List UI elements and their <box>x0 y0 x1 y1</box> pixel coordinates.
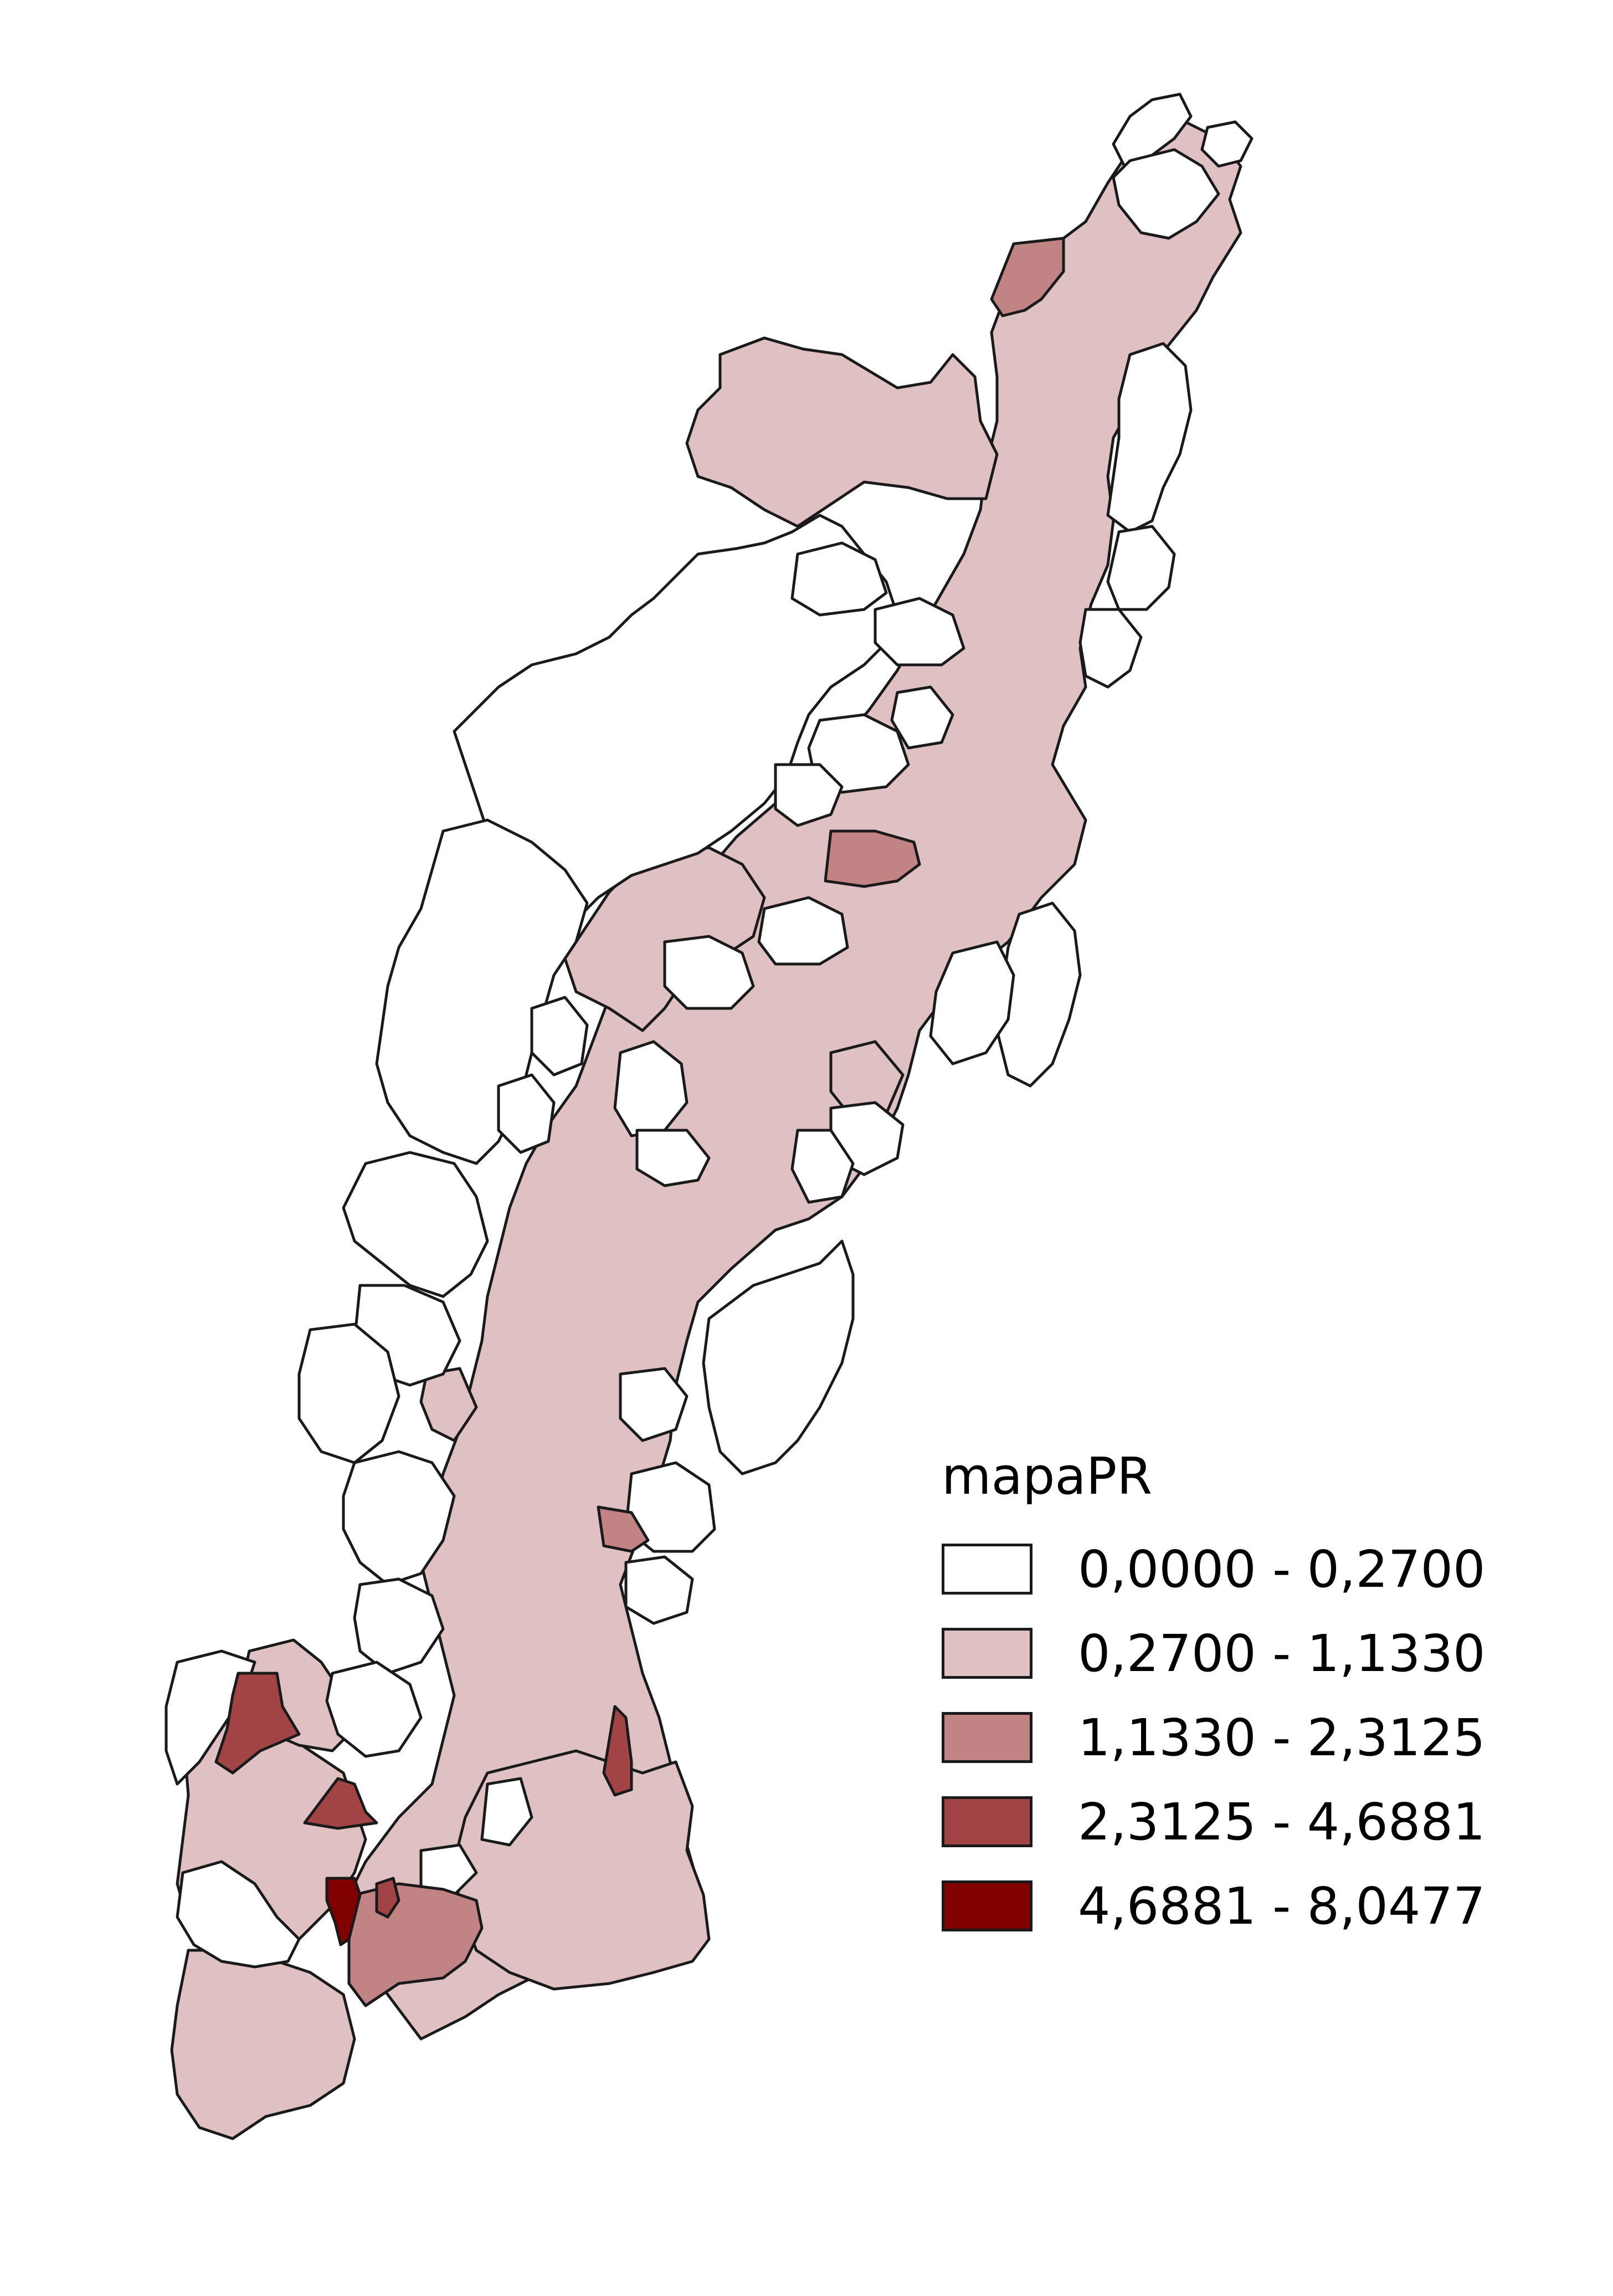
map-class-4 <box>214 1672 633 1919</box>
legend-swatch <box>942 1880 1032 1931</box>
legend-label: 2,3125 - 4,6881 <box>1078 1792 1486 1852</box>
map-region <box>353 1577 445 1675</box>
map-region <box>702 1239 855 1475</box>
map-region <box>165 1649 256 1786</box>
map-region <box>419 1367 478 1442</box>
map-region <box>890 685 954 750</box>
legend-label: 4,6881 - 8,0477 <box>1078 1876 1486 1936</box>
legend-label: 1,1330 - 2,3125 <box>1078 1708 1486 1767</box>
map-region <box>342 1151 489 1298</box>
map-region <box>824 829 921 888</box>
map-region <box>1200 120 1254 168</box>
map-region <box>325 1877 362 1946</box>
legend-item: 0,2700 - 1,1330 <box>942 1611 1551 1695</box>
map-region <box>375 1877 400 1919</box>
legend-item: 2,3125 - 4,6881 <box>942 1780 1551 1864</box>
legend-item: 4,6881 - 8,0477 <box>942 1864 1551 1948</box>
legend-title: mapaPR <box>942 1447 1153 1506</box>
map-region <box>170 1949 356 2140</box>
map-region <box>597 1505 650 1553</box>
map-region <box>375 818 589 1165</box>
map-region <box>1078 608 1143 689</box>
map-region <box>530 996 589 1077</box>
legend-label: 0,0000 - 0,2700 <box>1078 1539 1486 1599</box>
map-region <box>1112 148 1220 240</box>
map-region <box>663 935 755 1010</box>
map-region <box>1112 93 1193 168</box>
map-region <box>685 336 999 528</box>
map-region <box>774 763 844 827</box>
map-region <box>790 1129 855 1204</box>
legend-item: 1,1330 - 2,3125 <box>942 1695 1551 1780</box>
map-region <box>635 1129 711 1187</box>
legend-swatch <box>942 1628 1032 1679</box>
map-region <box>619 1367 689 1442</box>
legend-swatch <box>942 1796 1032 1847</box>
map-class-1 <box>165 93 1254 1969</box>
map-region <box>303 1777 378 1830</box>
map-region <box>176 1860 301 1969</box>
map-region <box>990 237 1065 317</box>
map-region <box>325 1660 423 1758</box>
map-region <box>1106 342 1193 534</box>
map-region <box>929 940 1015 1065</box>
map-region <box>297 1323 400 1464</box>
map-region <box>214 1672 301 1775</box>
map-class-3 <box>347 237 1065 2007</box>
legend-item: 0,0000 - 0,2700 <box>942 1527 1551 1611</box>
legend-swatch <box>942 1544 1032 1595</box>
map-region <box>1106 525 1176 611</box>
map-region <box>624 1555 694 1625</box>
legend-swatch <box>942 1712 1032 1763</box>
map-region <box>497 1073 556 1154</box>
map-region <box>807 713 910 794</box>
map-region <box>419 1843 478 1897</box>
legend-label: 0,2700 - 1,1330 <box>1078 1623 1486 1683</box>
map-region <box>757 896 849 966</box>
map-class-2 <box>170 120 1242 2140</box>
legend: mapaPR 0,0000 - 0,2700 0,2700 - 1,1330 1… <box>942 1446 1551 1948</box>
map-region <box>480 1777 533 1847</box>
map-region <box>613 1040 689 1137</box>
map-region <box>874 597 965 667</box>
map-region <box>790 541 888 617</box>
map-class-5 <box>325 1877 362 1946</box>
map-region <box>602 1705 633 1797</box>
map-region <box>342 1450 456 1586</box>
